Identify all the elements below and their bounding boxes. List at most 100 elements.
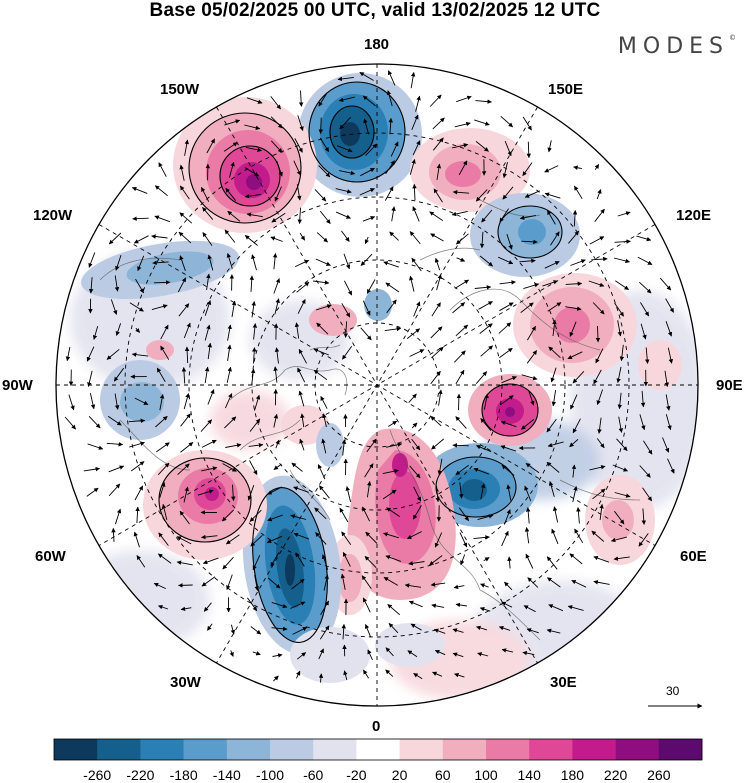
wind-arrow <box>180 413 191 427</box>
wind-arrow <box>548 604 564 612</box>
wind-arrow <box>430 416 442 427</box>
wind-arrow <box>386 507 401 517</box>
colorbar-swatch <box>486 739 530 760</box>
wind-arrow <box>267 577 281 589</box>
wind-arrow <box>527 577 539 588</box>
wind-arrow <box>271 626 288 632</box>
wind-arrow <box>645 347 650 364</box>
wind-arrow <box>659 277 672 291</box>
wind-arrow <box>430 326 443 339</box>
wind-arrow <box>68 394 75 411</box>
wind-arrow <box>152 260 169 266</box>
map-title: Base 05/02/2025 00 UTC, valid 13/02/2025… <box>149 0 601 21</box>
wind-arrow <box>406 328 421 339</box>
wind-arrow <box>158 162 167 177</box>
wind-arrow <box>92 325 99 340</box>
wind-arrow <box>411 257 422 272</box>
wind-arrow <box>362 300 371 316</box>
wind-arrow <box>614 492 631 498</box>
wind-arrow <box>224 393 233 409</box>
wind-arrow <box>133 531 140 548</box>
wind-arrow <box>132 216 149 221</box>
wind-arrow <box>249 509 262 522</box>
wind-arrow <box>203 602 212 612</box>
wind-arrow <box>223 142 238 152</box>
wind-arrow <box>204 300 212 316</box>
wind-arrow <box>616 438 628 452</box>
wind-arrow <box>297 367 306 383</box>
wind-arrow <box>665 394 671 411</box>
wind-arrow <box>592 302 605 315</box>
wind-arrow <box>272 252 278 270</box>
wind-arrow <box>297 298 306 314</box>
wind-arrow <box>338 96 355 103</box>
wind-arrow <box>383 261 399 268</box>
wind-arrow <box>224 416 237 429</box>
lon-label-150e: 150E <box>548 81 584 98</box>
wind-arrow <box>359 188 375 196</box>
wind-arrow <box>413 301 421 317</box>
wind-arrow <box>222 463 237 472</box>
wind-arrow <box>456 257 466 262</box>
wind-arrow <box>315 258 331 266</box>
wind-arrow <box>179 510 190 525</box>
wind-arrow <box>273 463 282 470</box>
wind-arrow <box>316 232 328 243</box>
wind-arrow <box>128 418 146 424</box>
lon-label-60e: 60E <box>680 548 707 565</box>
wind-arrow <box>200 186 210 202</box>
wind-arrow <box>589 465 606 471</box>
wind-arrow <box>273 675 279 682</box>
wind-arrow <box>499 280 516 285</box>
wind-arrow <box>384 186 394 201</box>
wind-arrow <box>454 279 469 289</box>
wind-arrow <box>413 486 422 502</box>
wind-arrow <box>384 326 402 332</box>
lon-label-120e: 120E <box>676 207 712 224</box>
wind-arrow <box>409 231 421 245</box>
wind-arrow <box>318 673 324 683</box>
wind-arrow <box>565 281 583 286</box>
wind-arrow <box>550 231 560 246</box>
wind-arrow <box>201 534 218 540</box>
wind-arrow <box>524 190 540 198</box>
wind-arrow <box>294 322 300 339</box>
wind-arrow <box>179 185 190 200</box>
wind-arrow <box>367 649 373 661</box>
wind-arrow <box>593 555 610 563</box>
wind-arrow <box>639 414 646 431</box>
wind-arrow <box>317 464 326 480</box>
wind-arrow <box>408 393 417 403</box>
wind-arrow <box>574 185 583 200</box>
wind-arrow <box>363 669 369 679</box>
wind-arrow <box>226 574 233 591</box>
wind-arrow <box>572 485 578 503</box>
wind-arrow <box>526 141 531 159</box>
wind-arrow <box>525 553 534 569</box>
wind-arrow <box>502 161 508 179</box>
wind-arrow <box>617 320 623 337</box>
wind-arrow <box>501 530 509 547</box>
wind-arrow <box>667 458 675 474</box>
wind-arrow <box>320 395 328 409</box>
wind-arrow <box>434 532 443 548</box>
wind-arrow <box>314 507 327 520</box>
wind-arrow <box>153 582 166 590</box>
colorbar-tick-label: 220 <box>603 767 628 783</box>
wind-arrow <box>404 583 422 588</box>
wind-arrow <box>206 138 215 154</box>
colorbar-tick-label: -220 <box>126 767 155 783</box>
wind-arrow <box>135 278 144 294</box>
lon-label-150w: 150W <box>160 81 200 98</box>
wind-arrow <box>364 463 374 478</box>
wind-arrow <box>343 280 353 296</box>
wind-arrow <box>475 189 488 202</box>
wind-arrow <box>364 555 377 569</box>
wind-arrow <box>568 230 580 244</box>
wind-arrow <box>339 170 356 176</box>
wind-arrow <box>270 140 283 153</box>
wind-arrow <box>617 211 631 217</box>
lon-label-0: 0 <box>372 718 381 735</box>
pos-europe-blob <box>347 428 456 600</box>
wind-arrow <box>130 461 145 472</box>
